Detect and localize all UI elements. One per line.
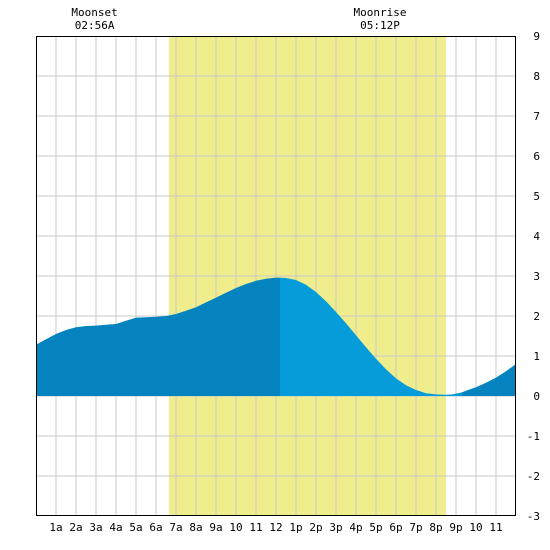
x-tick-label: 2a bbox=[69, 521, 82, 534]
x-tick-label: 12 bbox=[269, 521, 282, 534]
x-tick-label: 3a bbox=[89, 521, 102, 534]
tide-area-light bbox=[280, 277, 462, 396]
x-tick-label: 4a bbox=[109, 521, 122, 534]
y-tick-label: 4 bbox=[533, 230, 540, 243]
x-tick-label: 4p bbox=[349, 521, 362, 534]
moonrise-label: Moonrise bbox=[354, 6, 407, 19]
x-tick-label: 6p bbox=[389, 521, 402, 534]
y-tick-label: 8 bbox=[533, 70, 540, 83]
y-tick-label: 9 bbox=[533, 30, 540, 43]
x-tick-label: 10 bbox=[229, 521, 242, 534]
x-tick-label: 5a bbox=[129, 521, 142, 534]
x-tick-label: 2p bbox=[309, 521, 322, 534]
x-tick-label: 9p bbox=[449, 521, 462, 534]
tide-area-dark bbox=[462, 364, 516, 396]
y-tick-label: 7 bbox=[533, 110, 540, 123]
x-tick-label: 7a bbox=[169, 521, 182, 534]
x-tick-label: 11 bbox=[249, 521, 262, 534]
y-tick-label: 5 bbox=[533, 190, 540, 203]
plot-frame bbox=[36, 36, 516, 516]
x-tick-label: 1a bbox=[49, 521, 62, 534]
y-tick-label: 0 bbox=[533, 390, 540, 403]
moonset-time: 02:56A bbox=[75, 19, 115, 32]
y-tick-label: 1 bbox=[533, 350, 540, 363]
x-tick-label: 11 bbox=[489, 521, 502, 534]
x-tick-label: 8a bbox=[189, 521, 202, 534]
y-tick-label: -3 bbox=[527, 510, 540, 523]
x-tick-label: 6a bbox=[149, 521, 162, 534]
x-tick-label: 9a bbox=[209, 521, 222, 534]
x-tick-label: 5p bbox=[369, 521, 382, 534]
y-tick-label: 6 bbox=[533, 150, 540, 163]
moonset-label: Moonset bbox=[71, 6, 117, 19]
moonrise-time: 05:12P bbox=[360, 19, 400, 32]
x-tick-label: 10 bbox=[469, 521, 482, 534]
y-tick-label: 3 bbox=[533, 270, 540, 283]
x-tick-label: 8p bbox=[429, 521, 442, 534]
x-tick-label: 7p bbox=[409, 521, 422, 534]
x-tick-label: 3p bbox=[329, 521, 342, 534]
x-tick-label: 1p bbox=[289, 521, 302, 534]
tide-area-dark bbox=[36, 277, 280, 396]
y-tick-label: 2 bbox=[533, 310, 540, 323]
y-tick-label: -2 bbox=[527, 470, 540, 483]
y-tick-label: -1 bbox=[527, 430, 540, 443]
